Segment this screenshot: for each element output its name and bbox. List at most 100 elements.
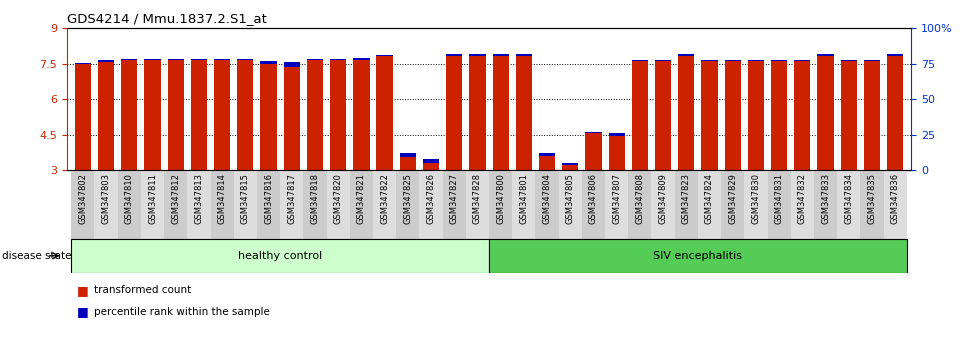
Bar <box>168 60 184 170</box>
Bar <box>837 170 860 239</box>
Bar <box>280 170 304 239</box>
Bar <box>884 170 906 239</box>
Bar <box>72 170 94 239</box>
Text: GSM347833: GSM347833 <box>821 173 830 224</box>
Bar <box>350 170 373 239</box>
Bar <box>330 58 346 60</box>
Text: GSM347829: GSM347829 <box>728 173 737 224</box>
Bar <box>678 54 695 56</box>
Bar <box>563 163 578 165</box>
Bar <box>443 170 466 239</box>
Bar <box>304 170 326 239</box>
Bar <box>724 60 741 61</box>
Bar <box>489 170 513 239</box>
Bar <box>841 61 857 170</box>
Bar <box>214 58 230 60</box>
Bar <box>446 56 463 170</box>
Bar <box>469 56 485 170</box>
Bar <box>559 170 582 239</box>
Text: disease state: disease state <box>2 251 72 261</box>
Bar <box>767 170 791 239</box>
Text: GDS4214 / Mmu.1837.2.S1_at: GDS4214 / Mmu.1837.2.S1_at <box>67 12 267 25</box>
Bar <box>748 60 764 61</box>
Bar <box>373 170 396 239</box>
Bar <box>326 170 350 239</box>
Bar <box>98 62 115 170</box>
Bar <box>74 63 91 64</box>
Bar <box>724 61 741 170</box>
Bar <box>98 60 115 62</box>
Bar <box>860 170 884 239</box>
Bar <box>887 54 904 56</box>
Bar <box>702 60 717 61</box>
Text: GSM347815: GSM347815 <box>241 173 250 224</box>
Text: ■: ■ <box>76 284 88 297</box>
Bar <box>164 170 187 239</box>
Bar <box>400 153 416 157</box>
Text: GSM347806: GSM347806 <box>589 173 598 224</box>
Text: GSM347820: GSM347820 <box>333 173 343 224</box>
Bar <box>237 60 254 170</box>
Bar <box>237 58 254 60</box>
Bar <box>330 60 346 170</box>
Text: GSM347824: GSM347824 <box>705 173 714 224</box>
Bar <box>632 61 648 170</box>
Bar <box>674 170 698 239</box>
Bar <box>353 60 369 170</box>
Text: GSM347808: GSM347808 <box>635 173 645 224</box>
Bar <box>283 67 300 170</box>
Bar <box>702 61 717 170</box>
Bar <box>771 60 787 61</box>
Text: GSM347823: GSM347823 <box>682 173 691 224</box>
Bar <box>144 58 161 60</box>
Bar <box>493 56 509 170</box>
Bar <box>234 170 257 239</box>
Bar <box>168 58 184 60</box>
Bar <box>191 60 207 170</box>
Text: GSM347836: GSM347836 <box>891 173 900 224</box>
Text: GSM347832: GSM347832 <box>798 173 807 224</box>
Text: GSM347803: GSM347803 <box>102 173 111 224</box>
Bar <box>817 56 834 170</box>
Text: GSM347800: GSM347800 <box>496 173 505 224</box>
Bar <box>841 60 857 61</box>
Bar <box>609 133 625 136</box>
Text: GSM347826: GSM347826 <box>426 173 435 224</box>
Text: GSM347812: GSM347812 <box>172 173 180 224</box>
Text: GSM347801: GSM347801 <box>519 173 528 224</box>
Text: GSM347831: GSM347831 <box>774 173 784 224</box>
Bar <box>678 56 695 170</box>
Bar <box>214 60 230 170</box>
Text: GSM347817: GSM347817 <box>287 173 296 224</box>
Bar <box>423 163 439 170</box>
Bar <box>376 55 393 56</box>
Bar <box>515 54 532 56</box>
Bar <box>539 156 555 170</box>
Text: healthy control: healthy control <box>238 251 322 261</box>
Bar <box>141 170 164 239</box>
Text: percentile rank within the sample: percentile rank within the sample <box>94 307 270 316</box>
Bar <box>419 170 443 239</box>
Bar <box>187 170 211 239</box>
Text: GSM347807: GSM347807 <box>612 173 621 224</box>
Bar <box>261 61 276 64</box>
Bar <box>609 136 625 170</box>
Text: GSM347830: GSM347830 <box>752 173 760 224</box>
Bar <box>628 170 652 239</box>
Text: GSM347816: GSM347816 <box>264 173 273 224</box>
Text: GSM347818: GSM347818 <box>311 173 319 224</box>
Text: GSM347825: GSM347825 <box>404 173 413 224</box>
Bar <box>655 61 671 170</box>
Text: GSM347834: GSM347834 <box>844 173 854 224</box>
Bar <box>94 170 118 239</box>
Text: GSM347827: GSM347827 <box>450 173 459 224</box>
Bar <box>74 64 91 170</box>
Bar <box>563 165 578 170</box>
Text: GSM347821: GSM347821 <box>357 173 366 224</box>
Bar <box>283 62 300 67</box>
Bar <box>446 54 463 56</box>
Bar <box>721 170 744 239</box>
Bar <box>817 54 834 56</box>
Bar <box>376 56 393 170</box>
Bar <box>771 61 787 170</box>
